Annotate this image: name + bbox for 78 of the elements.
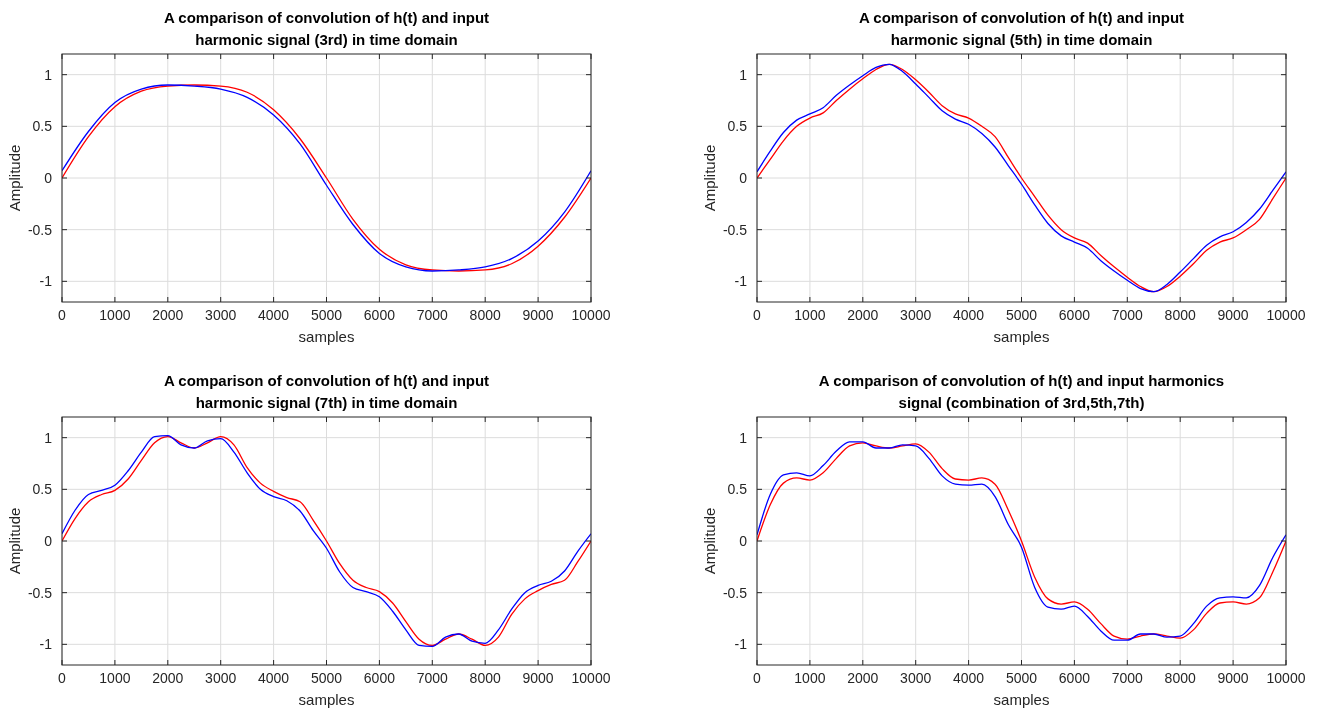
chart-title: A comparison of convolution of h(t) and input harmonic signal (3rd) in time domain xyxy=(163,9,490,48)
x-axis-title: samples xyxy=(993,328,1050,345)
chart-title: A comparison of convolution of h(t) and input harmonics signal (combination of 3rd,5th,7th) xyxy=(818,372,1225,411)
x-axis-title: samples xyxy=(298,691,355,708)
x-tick-label: 6000 xyxy=(1058,670,1091,686)
y-tick-label: -0.5 xyxy=(27,584,53,601)
x-tick-label: 8000 xyxy=(1164,670,1196,686)
y-tick-label: 0 xyxy=(739,533,748,549)
x-tick-label: 2000 xyxy=(847,307,879,323)
y-tick-label: -1 xyxy=(39,636,53,653)
line-series xyxy=(757,63,1286,293)
y-tick-label: 0.5 xyxy=(727,481,748,498)
x-tick-label: 7000 xyxy=(416,307,449,323)
x-tick-label: 9000 xyxy=(522,307,554,323)
y-tick-label: 0 xyxy=(44,170,53,186)
x-tick-label: 1000 xyxy=(794,307,826,323)
x-tick-label: 5000 xyxy=(1005,307,1038,323)
y-tick-label: -0.5 xyxy=(27,221,53,238)
y-tick-label: -1 xyxy=(734,273,748,290)
x-tick-label: 10000 xyxy=(571,307,611,323)
x-tick-label: 9000 xyxy=(522,670,554,686)
y-tick-label: 0 xyxy=(739,170,748,186)
x-tick-label: 0 xyxy=(753,307,762,323)
x-tick-label: 0 xyxy=(58,670,67,686)
x-tick-label: 1000 xyxy=(99,307,131,323)
x-tick-label: 2000 xyxy=(847,670,879,686)
x-tick-label: 6000 xyxy=(363,670,396,686)
x-tick-label: 9000 xyxy=(1217,670,1249,686)
y-tick-label: -0.5 xyxy=(722,221,748,238)
y-axis-title: Amplitude xyxy=(701,144,718,212)
x-tick-label: 4000 xyxy=(258,307,290,323)
y-tick-label: -1 xyxy=(39,273,53,290)
x-tick-label: 3000 xyxy=(900,307,932,323)
x-tick-label: 8000 xyxy=(1164,307,1196,323)
x-tick-label: 2000 xyxy=(152,307,184,323)
y-tick-label: 0 xyxy=(44,533,53,549)
x-tick-label: 6000 xyxy=(363,307,396,323)
x-tick-label: 8000 xyxy=(469,670,501,686)
x-tick-label: 2000 xyxy=(152,670,184,686)
x-tick-label: 3000 xyxy=(205,307,237,323)
chart-title: A comparison of convolution of h(t) and input harmonic signal (7th) in time domain xyxy=(163,372,490,411)
x-tick-label: 4000 xyxy=(258,670,290,686)
x-tick-label: 10000 xyxy=(1266,307,1306,323)
x-tick-label: 1000 xyxy=(794,670,826,686)
x-axis-title: samples xyxy=(298,328,355,345)
x-tick-label: 5000 xyxy=(1005,670,1038,686)
line-series xyxy=(62,84,591,272)
y-tick-label: 0.5 xyxy=(727,118,748,135)
y-axis-title: Amplitude xyxy=(701,507,718,575)
y-tick-label: 1 xyxy=(44,66,53,83)
x-tick-label: 10000 xyxy=(1266,670,1306,686)
x-tick-label: 0 xyxy=(753,670,762,686)
x-tick-label: 6000 xyxy=(1058,307,1091,323)
x-tick-label: 7000 xyxy=(416,670,449,686)
y-tick-label: 1 xyxy=(739,429,748,446)
x-tick-label: 5000 xyxy=(310,670,343,686)
x-tick-label: 8000 xyxy=(469,307,501,323)
x-tick-label: 4000 xyxy=(953,307,985,323)
x-tick-label: 4000 xyxy=(953,670,985,686)
x-tick-label: 3000 xyxy=(900,670,932,686)
x-tick-label: 7000 xyxy=(1111,307,1144,323)
chart-title: A comparison of convolution of h(t) and input harmonic signal (5th) in time domain xyxy=(858,9,1185,48)
y-axis-title: Amplitude xyxy=(6,507,23,575)
x-tick-label: 1000 xyxy=(99,670,131,686)
y-tick-label: 1 xyxy=(739,66,748,83)
x-tick-label: 5000 xyxy=(310,307,343,323)
y-tick-label: -0.5 xyxy=(722,584,748,601)
x-tick-label: 7000 xyxy=(1111,670,1144,686)
x-tick-label: 0 xyxy=(58,307,67,323)
y-tick-label: -1 xyxy=(734,636,748,653)
y-tick-label: 0.5 xyxy=(32,118,53,135)
y-tick-label: 1 xyxy=(44,429,53,446)
y-axis-title: Amplitude xyxy=(6,144,23,212)
x-tick-label: 3000 xyxy=(205,670,237,686)
y-tick-label: 0.5 xyxy=(32,481,53,498)
x-axis-title: samples xyxy=(993,691,1050,708)
x-tick-label: 9000 xyxy=(1217,307,1249,323)
x-tick-label: 10000 xyxy=(571,670,611,686)
